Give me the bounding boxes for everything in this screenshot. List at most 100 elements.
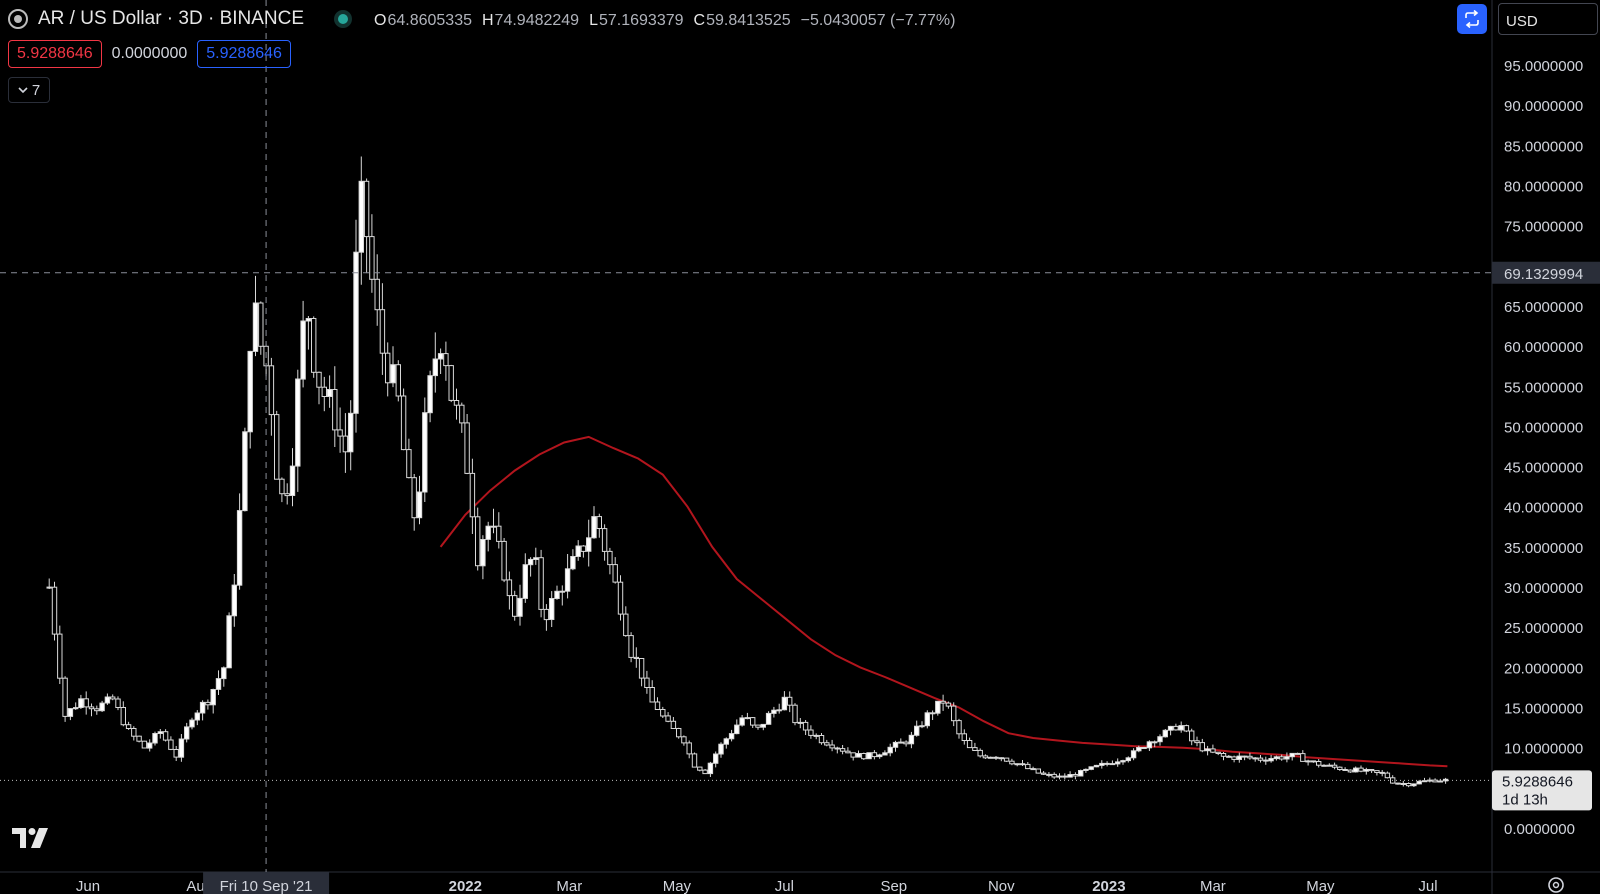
candle-body: [676, 728, 682, 738]
candle-body: [1358, 767, 1364, 772]
crosshair-price-label: 69.1329994: [1504, 266, 1583, 283]
symbol-title[interactable]: AR / US Dollar · 3D · BINANCE: [38, 8, 305, 29]
y-tick-label: 25.0000000: [1504, 620, 1583, 637]
y-tick-label: 80.0000000: [1504, 179, 1583, 196]
market-status-icon: [338, 14, 349, 24]
ohlc-close: C59.8413525: [693, 12, 791, 29]
candle-body: [824, 742, 830, 746]
candle-body: [771, 709, 777, 714]
candle-body: [919, 725, 925, 728]
candle-body: [78, 698, 84, 708]
candle-body: [1215, 751, 1221, 754]
candle-body: [792, 704, 798, 724]
candle-body: [1130, 750, 1137, 759]
candle-body: [205, 701, 211, 706]
y-tick-label: 10.0000000: [1504, 741, 1583, 758]
candle-body: [252, 302, 259, 352]
candle-body: [242, 431, 248, 512]
candle-body: [638, 658, 645, 679]
candle-body: [443, 353, 449, 367]
x-tick-label: May: [1306, 878, 1335, 894]
currency-button[interactable]: USD: [1498, 3, 1598, 35]
candle-body: [855, 753, 862, 758]
candle-body: [1363, 769, 1369, 772]
candle-body: [110, 696, 116, 700]
candle-body: [1220, 753, 1227, 757]
candle-body: [781, 696, 788, 711]
candle-body: [231, 584, 238, 617]
candle-body: [99, 702, 105, 712]
candle-body: [1019, 763, 1026, 766]
candle-body: [437, 353, 444, 360]
candle-body: [1072, 774, 1079, 777]
y-tick-label: 95.0000000: [1504, 58, 1583, 75]
candle-body: [1368, 769, 1375, 772]
candle-body: [120, 707, 126, 726]
symbol-header[interactable]: AR / US Dollar · 3D · BINANCE: [8, 8, 349, 30]
settings-gear-icon[interactable]: [1548, 877, 1564, 893]
candle-body: [1305, 760, 1311, 763]
candle-body: [210, 689, 216, 706]
candle-body: [559, 590, 565, 593]
candle-body: [861, 753, 867, 760]
candle-body: [813, 734, 819, 737]
crosshair-price-badge: [1492, 261, 1600, 284]
ohlc-high: H74.9482249: [481, 12, 580, 29]
candle-body: [1199, 742, 1205, 752]
candle-body: [739, 717, 745, 726]
candle-body: [1279, 756, 1285, 760]
candle-body: [744, 717, 751, 720]
candle-body: [527, 558, 534, 566]
candle-body: [607, 550, 613, 566]
candle-body: [914, 725, 920, 736]
candle-body: [131, 728, 137, 737]
candle-body: [543, 608, 550, 621]
candle-body: [649, 687, 655, 703]
x-tick-label: Au: [186, 878, 204, 894]
y-tick-label: 90.0000000: [1504, 98, 1583, 115]
candle-body: [898, 741, 904, 744]
candle-body: [686, 742, 692, 755]
sync-button[interactable]: [1457, 4, 1487, 34]
candle-body: [554, 590, 560, 599]
candle-body: [1353, 767, 1359, 773]
candle-body: [586, 537, 592, 552]
moving-average-line: [439, 435, 1448, 768]
candle-body: [1088, 766, 1094, 770]
candle-body: [406, 449, 412, 479]
candle-body: [982, 755, 989, 759]
candle-body: [564, 568, 571, 592]
candle-body: [1289, 752, 1295, 758]
candle-body: [464, 422, 470, 474]
candle-body: [580, 545, 587, 552]
last-price-label: 5.9288646: [1502, 773, 1573, 790]
candle-body: [628, 635, 634, 658]
candle-body: [337, 429, 343, 437]
candle-body: [697, 766, 703, 771]
candle-body: [549, 598, 555, 620]
candle-body: [877, 754, 883, 758]
y-tick-label: 0.0000000: [1504, 821, 1575, 838]
x-tick-label: 2022: [449, 878, 482, 894]
candle-body: [691, 753, 698, 768]
candle-body: [199, 701, 206, 714]
candle-body: [194, 712, 201, 721]
candle-body: [157, 731, 164, 735]
candle-body: [776, 709, 782, 712]
candle-body: [1136, 747, 1142, 752]
candle-body: [1379, 771, 1385, 774]
candle-body: [808, 729, 814, 736]
y-tick-label: 35.0000000: [1504, 540, 1583, 557]
ohlc-legend: O64.8605335 H74.9482249 L57.1693379 C59.…: [374, 12, 955, 30]
candle-body: [125, 724, 132, 730]
candle-body: [1083, 768, 1089, 772]
candle-body: [972, 747, 978, 751]
last-price-badge: [1492, 770, 1592, 811]
candle-body: [871, 752, 878, 758]
indicators-collapse-button[interactable]: 7: [8, 77, 50, 103]
candle-body: [258, 302, 264, 347]
ohlc-low: L57.1693379: [589, 12, 684, 29]
candle-body: [326, 389, 333, 397]
